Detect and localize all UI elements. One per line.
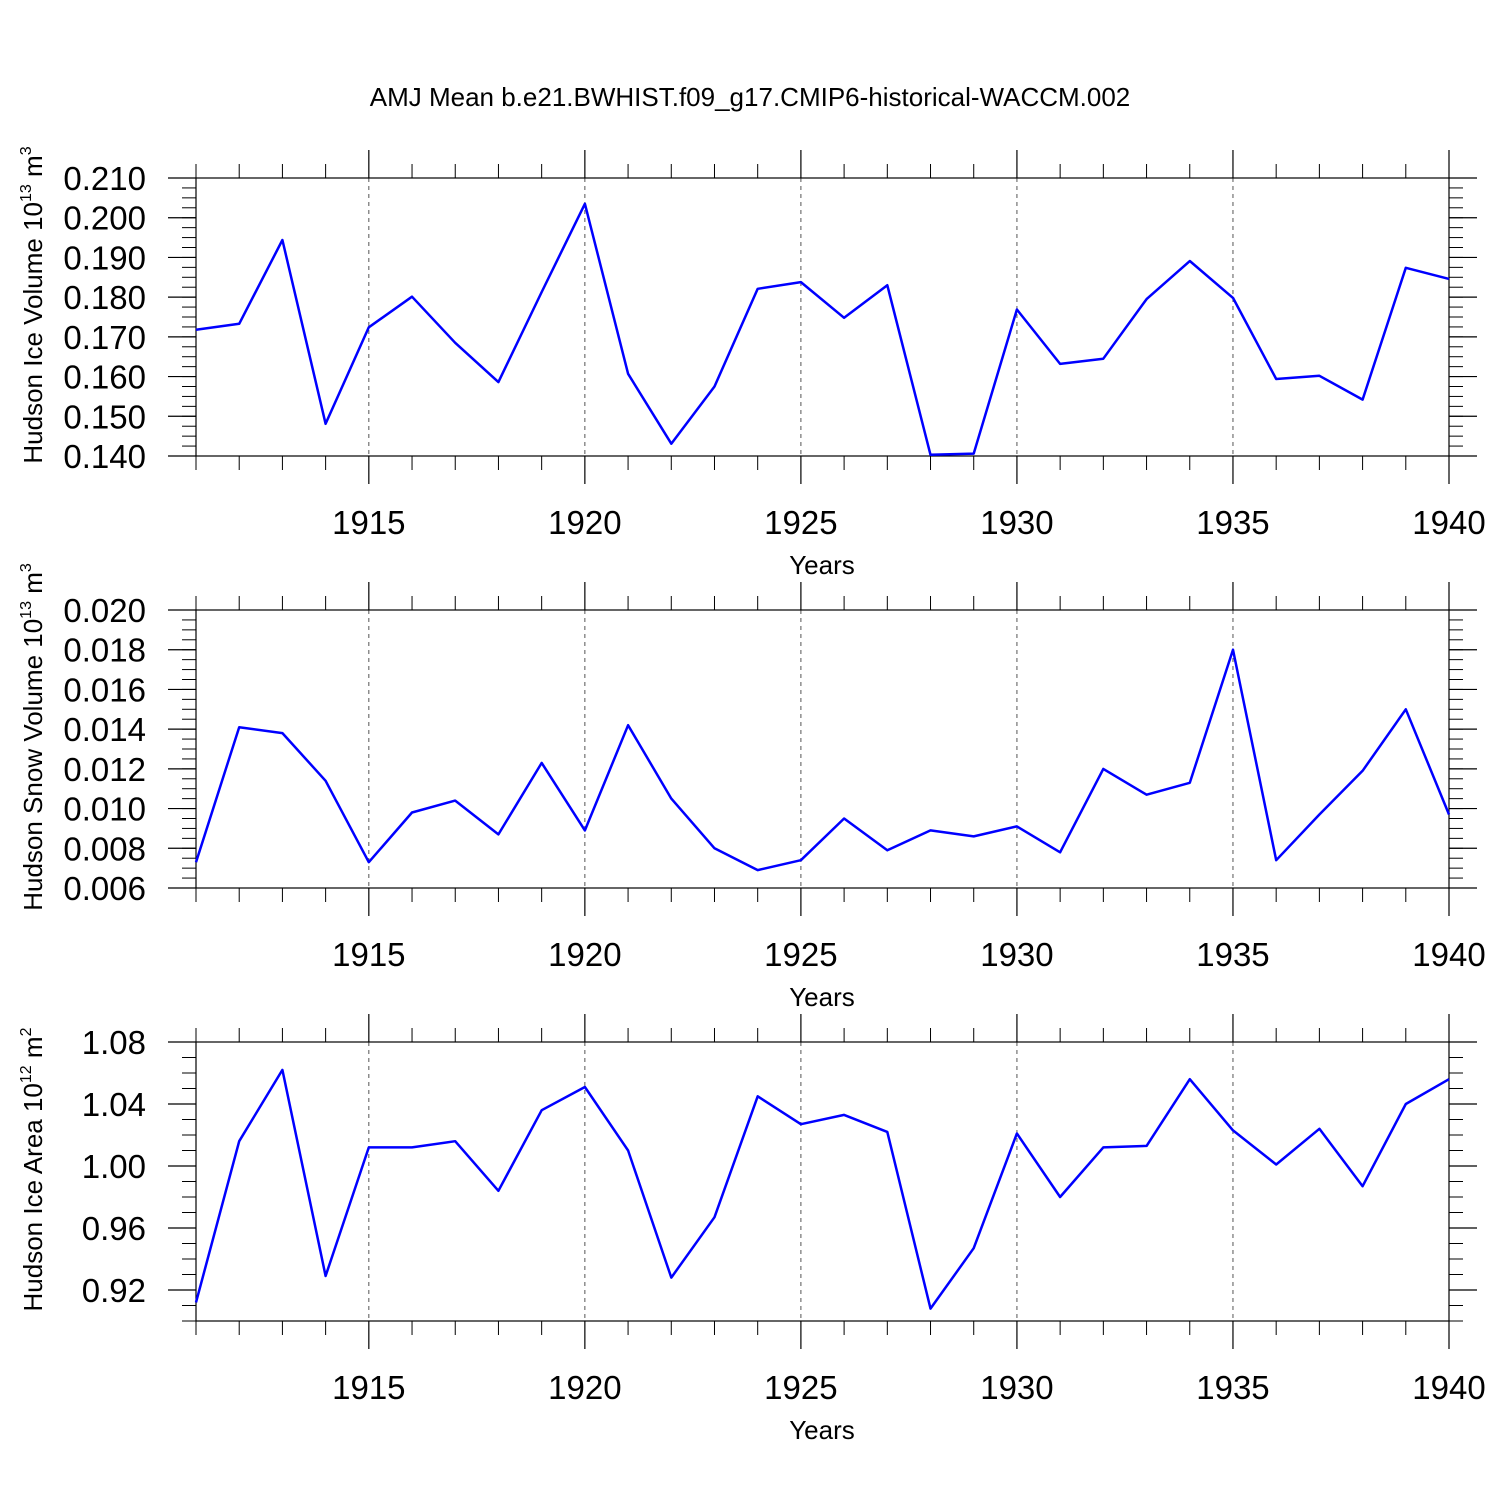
y-tick-label: 0.150 (63, 398, 146, 435)
y-axis-label: Hudson Ice Area 1012 m2 (18, 1027, 48, 1311)
x-tick-label: 1935 (1196, 1369, 1269, 1406)
x-axis-label: Years (789, 982, 855, 1012)
x-tick-label: 1935 (1196, 936, 1269, 973)
figure-title: AMJ Mean b.e21.BWHIST.f09_g17.CMIP6-hist… (370, 82, 1131, 112)
y-tick-label: 0.180 (63, 279, 146, 316)
plot-frame (195, 1041, 1450, 1322)
y-tick-label: 0.92 (82, 1272, 146, 1309)
x-axis-label: Years (789, 1415, 855, 1445)
chart-panel-3: 0.92 0.96 1.00 1.04 1.08 1915 1920 1925 1930 1935… (18, 1014, 1486, 1445)
x-tick-label: 1920 (548, 936, 621, 973)
x-tick-label: 1930 (980, 936, 1053, 973)
y-tick-label: 0.016 (63, 671, 146, 708)
y-tick-label: 0.160 (63, 359, 146, 396)
y-axis-label: Hudson Snow Volume 1013 m3 (18, 563, 48, 911)
x-tick-label: 1915 (332, 504, 405, 541)
x-tick-label: 1930 (980, 504, 1053, 541)
x-tick-label: 1925 (764, 1369, 837, 1406)
chart-panel-1: 0.1400.1500.1600.1700.1800.1900.2000.210… (18, 146, 1486, 580)
y-tick-label: 0.190 (63, 239, 146, 276)
x-tick-label: 1940 (1412, 504, 1485, 541)
x-tick-label: 1940 (1412, 936, 1485, 973)
y-tick-label: 0.012 (63, 751, 146, 788)
x-tick-label: 1925 (764, 504, 837, 541)
y-tick-label: 0.170 (63, 319, 146, 356)
y-tick-label: 0.018 (63, 632, 146, 669)
x-tick-label: 1920 (548, 1369, 621, 1406)
x-tick-label: 1935 (1196, 504, 1269, 541)
x-axis-label: Years (789, 550, 855, 580)
y-tick-label: 0.96 (82, 1210, 146, 1247)
x-tick-label: 1915 (332, 936, 405, 973)
y-tick-label: 0.010 (63, 791, 146, 828)
series-line (195, 202, 1450, 457)
x-tick-label: 1915 (332, 1369, 405, 1406)
x-tick-label: 1930 (980, 1369, 1053, 1406)
y-tick-label: 1.04 (82, 1086, 146, 1123)
y-tick-label: 0.014 (63, 711, 146, 748)
y-tick-label: 0.008 (63, 830, 146, 867)
y-tick-label: 0.200 (63, 200, 146, 237)
x-tick-label: 1920 (548, 504, 621, 541)
y-tick-label: 1.08 (82, 1024, 146, 1061)
series-line (194, 1068, 1450, 1310)
y-tick-label: 1.00 (82, 1148, 146, 1185)
y-tick-label: 0.140 (63, 438, 146, 475)
series-line (194, 648, 1451, 872)
y-tick-label: 0.020 (63, 592, 146, 629)
x-tick-label: 1940 (1412, 1369, 1485, 1406)
y-tick-label: 0.006 (63, 870, 146, 907)
y-tick-label: 0.210 (63, 160, 146, 197)
x-tick-label: 1925 (764, 936, 837, 973)
chart-panel-2: 0.0060.0080.0100.0120.0140.0160.0180.020… (18, 563, 1486, 1012)
y-axis-label: Hudson Ice Volume 1013 m3 (18, 146, 48, 463)
